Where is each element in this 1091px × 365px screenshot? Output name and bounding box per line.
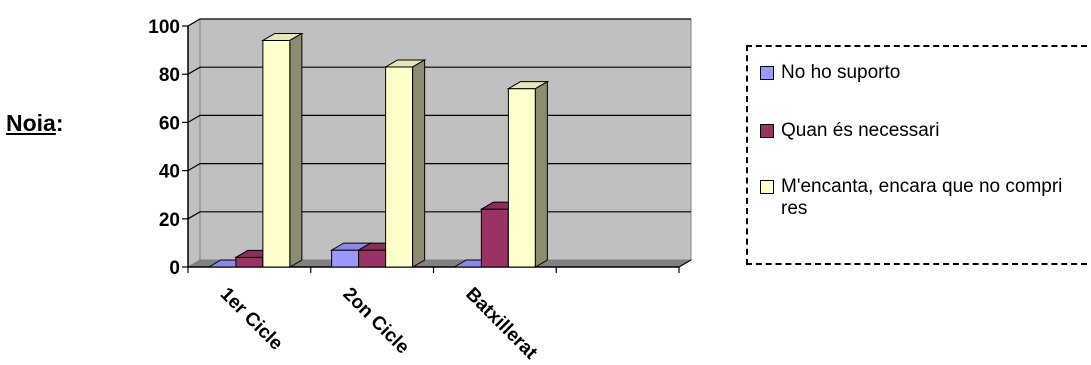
bar-side [534, 80, 548, 268]
legend-swatch [760, 124, 774, 138]
legend-swatch [760, 66, 774, 80]
y-tick-label: 100 [148, 17, 180, 38]
x-tick-label: Batxillerat [461, 284, 541, 364]
bar [385, 66, 414, 268]
gridline [187, 18, 691, 27]
x-axis-end [678, 259, 692, 268]
y-tick-label: 40 [159, 162, 180, 183]
bar [262, 39, 291, 268]
x-tick-label: 2on Cicle [339, 284, 414, 359]
y-tick-label: 60 [159, 113, 180, 134]
bar [480, 208, 509, 268]
y-tick-label: 20 [159, 210, 180, 231]
gridline [187, 66, 691, 75]
bar-side [412, 59, 426, 268]
legend-label: No ho suporto [781, 62, 901, 83]
legend-swatch [760, 180, 774, 194]
y-tick-label: 80 [159, 65, 180, 86]
bar [235, 256, 264, 268]
legend-item: M'encanta, encara que no compri res [760, 176, 1081, 220]
legend-item: No ho suporto [760, 62, 1081, 84]
prefix-word: Noia [6, 110, 56, 136]
bar-chart: 0 20 40 60 80 100 1er Cicle 2on Cicle Batxillera… [148, 17, 693, 364]
bar [507, 88, 536, 268]
legend-label: M'encanta, encara que no compri res [781, 176, 1063, 219]
bar [358, 249, 387, 268]
legend: No ho suporto Quan és necessari M'encant… [746, 45, 1087, 265]
chart-prefix-label: Noia: [6, 110, 64, 137]
bar-side [289, 32, 303, 268]
legend-label: Quan és necessari [781, 120, 940, 141]
prefix-colon: : [55, 110, 64, 136]
bar [331, 249, 360, 268]
plot-area: 0 20 40 60 80 100 1er Cicle 2on Cicle Batxillera… [148, 17, 693, 364]
plot-side-wall [187, 18, 201, 268]
y-tick-label: 0 [169, 258, 180, 279]
legend-item: Quan és necessari [760, 120, 1081, 142]
x-tick-label: 1er Cicle [216, 284, 287, 355]
